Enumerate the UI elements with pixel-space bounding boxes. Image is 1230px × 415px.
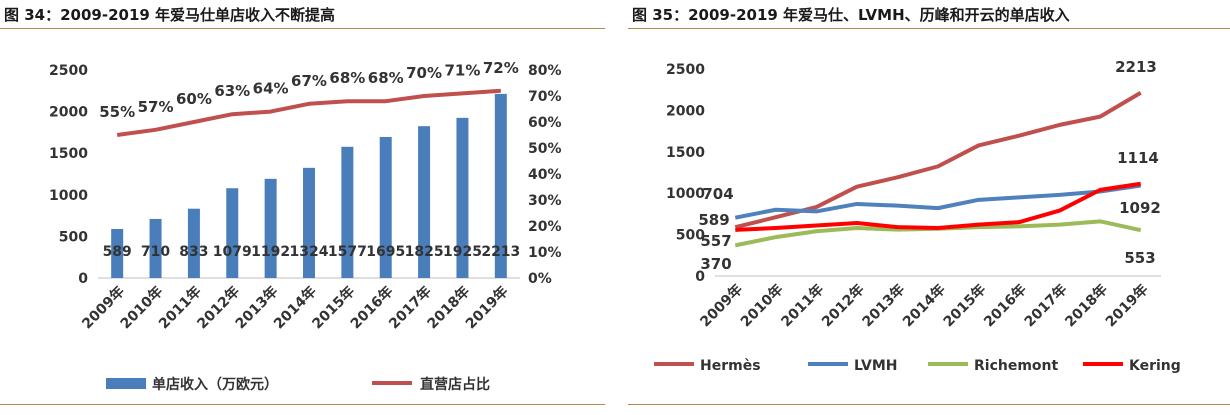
x-tick-label: 2015年	[940, 281, 989, 330]
title-rule	[628, 28, 1230, 29]
y-tick-label: 0	[695, 269, 705, 285]
y-left-tick-label: 1000	[49, 188, 88, 204]
data-label: 704	[702, 185, 733, 203]
line-value-label: 71%	[445, 61, 481, 79]
y-tick-label: 1500	[666, 145, 705, 161]
line-series-kering	[735, 181, 1142, 232]
y-right-tick-label: 70%	[528, 89, 562, 105]
line-value-label: 68%	[368, 69, 404, 87]
bar-value-label: 1079	[213, 244, 252, 260]
legend-label: 直营店占比	[420, 376, 490, 393]
legend-label: LVMH	[854, 358, 897, 374]
y-left-tick-label: 1500	[49, 146, 88, 162]
title-rule	[0, 28, 605, 29]
bar	[264, 178, 277, 278]
figure-title: 图 34：2009-2019 年爱马仕单店收入不断提高	[4, 6, 336, 24]
x-tick-label: 2014年	[899, 281, 948, 330]
bar	[149, 218, 162, 278]
y-right-tick-label: 50%	[528, 141, 562, 157]
y-right-tick-label: 60%	[528, 115, 562, 131]
line-value-label: 72%	[483, 59, 519, 77]
bar-value-label: 710	[141, 244, 170, 260]
line-value-label: 55%	[99, 103, 135, 121]
figure-title: 图 35：2009-2019 年爱马仕、LVMH、历峰和开云的单店收入	[632, 6, 1070, 24]
x-tick-label: 2019年	[462, 283, 511, 332]
bar-value-label: 1925	[443, 244, 482, 260]
data-label: 2213	[1115, 58, 1157, 76]
chart-panel-brand-store-revenue: 图 35：2009-2019 年爱马仕、LVMH、历峰和开云的单店收入 0 500…	[628, 0, 1230, 415]
bottom-rule	[0, 404, 605, 405]
bar	[341, 146, 354, 278]
line-value-label: 60%	[176, 90, 212, 108]
x-tick-label: 2012年	[818, 281, 867, 330]
legend-label: 单店收入（万欧元）	[152, 376, 278, 393]
bar-value-label: 1192	[251, 244, 290, 260]
line-value-label: 70%	[406, 64, 442, 82]
y-tick-label: 2500	[666, 62, 705, 78]
line-series-direct-store-share	[116, 88, 501, 137]
data-label: 589	[698, 211, 729, 229]
bottom-rule	[628, 404, 1230, 405]
line-value-label: 63%	[214, 82, 250, 100]
data-label: 370	[700, 255, 731, 273]
bar-value-label: 2213	[481, 244, 520, 260]
x-tick-label: 2009年	[697, 281, 746, 330]
x-tick-label: 2011年	[778, 281, 827, 330]
y-right-tick-label: 10%	[528, 245, 562, 261]
y-right-tick-label: 80%	[528, 63, 562, 79]
data-label: 1114	[1117, 149, 1159, 167]
x-tick-label: 2017年	[1021, 281, 1070, 330]
y-tick-label: 1000	[666, 186, 705, 202]
x-tick-label: 2018年	[1062, 281, 1111, 330]
bar	[494, 93, 507, 278]
chart-panel-hermes-store-revenue: 图 34：2009-2019 年爱马仕单店收入不断提高 0 500 1000 1500…	[0, 0, 605, 415]
line-value-label: 57%	[138, 98, 174, 116]
y-right-tick-label: 40%	[528, 167, 562, 183]
bar	[303, 167, 315, 278]
line-value-label: 64%	[253, 80, 289, 98]
data-label: 553	[1124, 249, 1155, 267]
y-left-tick-label: 500	[59, 229, 88, 245]
bar-value-label: 1695	[366, 244, 405, 260]
y-right-tick-label: 30%	[528, 193, 562, 209]
bar-value-label: 1324	[290, 244, 329, 260]
line-value-label: 68%	[329, 69, 365, 87]
bar-value-label: 589	[103, 244, 132, 260]
y-right-tick-label: 0%	[528, 271, 552, 287]
line-value-label: 67%	[291, 72, 327, 90]
bar	[418, 126, 431, 278]
y-left-tick-label: 2500	[49, 63, 88, 79]
x-tick-label: 2013年	[859, 281, 908, 330]
y-tick-label: 2000	[666, 103, 705, 119]
data-label: 557	[700, 232, 731, 250]
legend-label: Kering	[1129, 358, 1181, 374]
bar	[379, 136, 392, 278]
bar-line-chart: 0 500 1000 1500 2000 2500 0% 10% 20% 30% 40% 50% 60%…	[49, 59, 562, 393]
bar	[187, 208, 200, 278]
y-tick-label: 500	[676, 228, 705, 244]
legend-swatch-bar	[106, 378, 146, 389]
bar	[456, 117, 469, 278]
bar	[226, 188, 239, 278]
bar-value-label: 833	[179, 244, 208, 260]
bar-value-label: 1577	[328, 244, 367, 260]
bar-value-label: 1825	[405, 244, 444, 260]
x-tick-label: 2019年	[1102, 281, 1151, 330]
bar	[111, 228, 124, 278]
legend-label: Hermès	[700, 358, 761, 374]
y-right-tick-label: 20%	[528, 219, 562, 235]
legend-label: Richemont	[974, 358, 1059, 374]
y-left-tick-label: 0	[78, 271, 88, 287]
multi-line-chart: 0 500 1000 1500 2000 2500 704 589 557 370 2213 1114…	[654, 58, 1181, 374]
x-tick-label: 2010年	[737, 281, 786, 330]
line-series-lvmh	[734, 183, 1142, 220]
data-label: 1092	[1119, 199, 1161, 217]
y-left-tick-label: 2000	[49, 105, 88, 121]
x-tick-label: 2016年	[980, 281, 1029, 330]
